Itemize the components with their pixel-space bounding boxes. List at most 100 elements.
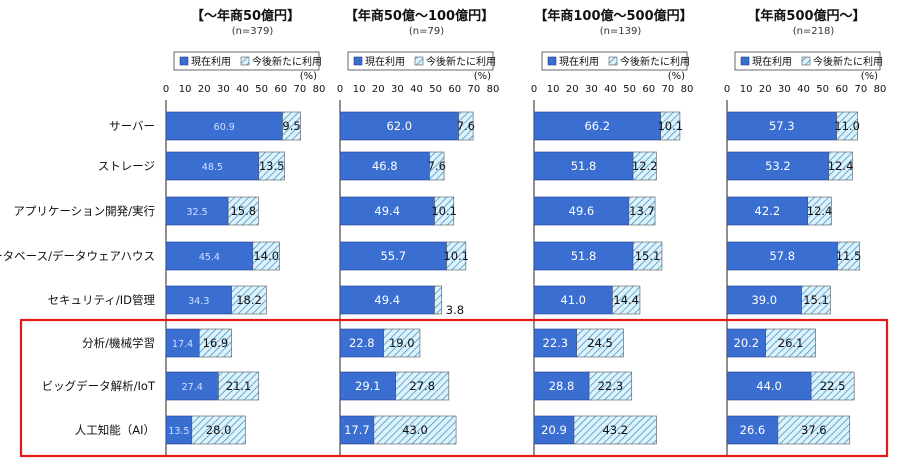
x-tick-label: 40 bbox=[236, 84, 249, 95]
legend-label-current: 現在利用 bbox=[752, 56, 792, 68]
x-tick-label: 70 bbox=[294, 84, 307, 95]
legend-swatch-current bbox=[179, 56, 189, 66]
data-label-future: 13.7 bbox=[629, 204, 655, 218]
x-tick-label: 50 bbox=[429, 84, 442, 95]
axis-unit-label: (%) bbox=[861, 71, 878, 82]
data-label-current: 66.2 bbox=[584, 119, 610, 133]
data-label-future: 24.5 bbox=[587, 336, 613, 350]
data-label-current: 49.4 bbox=[374, 293, 400, 307]
bar-future bbox=[777, 415, 851, 445]
legend-swatch-future bbox=[608, 56, 618, 66]
category-label: サーバー bbox=[109, 119, 155, 133]
x-tick-label: 0 bbox=[531, 84, 537, 95]
data-label-current: 60.9 bbox=[214, 122, 235, 133]
data-label-current: 17.7 bbox=[344, 423, 370, 437]
data-label-future: 9.5 bbox=[282, 119, 300, 133]
x-tick-label: 10 bbox=[179, 84, 192, 95]
data-label-future: 15.1 bbox=[635, 249, 661, 263]
legend-label-future: 今後新たに利用 bbox=[620, 55, 690, 68]
legend-label-current: 現在利用 bbox=[191, 56, 231, 68]
panel-n-label: (n=139) bbox=[600, 26, 642, 37]
data-label-current: 62.0 bbox=[386, 119, 412, 133]
bar-current bbox=[726, 328, 766, 358]
data-label-current: 41.0 bbox=[560, 293, 586, 307]
data-label-current: 44.0 bbox=[756, 379, 782, 393]
data-label-current: 46.8 bbox=[372, 159, 398, 173]
bar-future bbox=[612, 285, 641, 315]
data-label-future: 12.4 bbox=[828, 159, 854, 173]
bar-current bbox=[726, 371, 812, 401]
legend-swatch-current bbox=[547, 56, 557, 66]
bar-current bbox=[339, 241, 447, 271]
bar-future bbox=[429, 151, 445, 181]
axis-unit-label: (%) bbox=[668, 71, 685, 82]
data-label-future: 11.0 bbox=[834, 119, 860, 133]
data-label-future: 27.8 bbox=[409, 379, 435, 393]
x-tick-label: 0 bbox=[337, 84, 343, 95]
x-tick-label: 10 bbox=[740, 84, 753, 95]
bar-future bbox=[446, 241, 467, 271]
bar-current bbox=[339, 196, 435, 226]
x-tick-label: 80 bbox=[681, 84, 694, 95]
x-tick-label: 60 bbox=[448, 84, 461, 95]
data-label-future: 7.6 bbox=[457, 119, 475, 133]
legend-label-future: 今後新たに利用 bbox=[252, 55, 322, 68]
data-label-future: 16.9 bbox=[203, 336, 229, 350]
data-label-future: 13.5 bbox=[259, 159, 285, 173]
data-label-future: 15.8 bbox=[230, 204, 256, 218]
highlight-box bbox=[19, 318, 889, 458]
data-label-current: 28.8 bbox=[549, 379, 575, 393]
bar-current bbox=[165, 415, 193, 445]
bar-future bbox=[628, 196, 656, 226]
data-label-current: 29.1 bbox=[355, 379, 381, 393]
x-tick-label: 60 bbox=[642, 84, 655, 95]
data-label-future: 15.1 bbox=[803, 293, 829, 307]
data-label-current: 34.3 bbox=[188, 296, 209, 307]
panel-title: 【年商50億～100億円】 bbox=[345, 8, 494, 24]
bar-future bbox=[632, 151, 657, 181]
panel-title: 【～年商50億円】 bbox=[191, 8, 300, 24]
bar-future bbox=[807, 196, 832, 226]
bar-future bbox=[810, 371, 855, 401]
x-tick-label: 50 bbox=[816, 84, 829, 95]
bar-current bbox=[339, 285, 435, 315]
bar-current bbox=[533, 151, 634, 181]
data-label-current: 49.4 bbox=[374, 204, 400, 218]
x-tick-label: 0 bbox=[163, 84, 169, 95]
bar-future bbox=[765, 328, 816, 358]
bar-current bbox=[533, 371, 590, 401]
bar-current bbox=[726, 285, 802, 315]
x-tick-label: 40 bbox=[797, 84, 810, 95]
bar-future bbox=[660, 111, 681, 141]
x-tick-label: 20 bbox=[198, 84, 211, 95]
panel-n-label: (n=218) bbox=[793, 26, 835, 37]
x-tick-label: 0 bbox=[724, 84, 730, 95]
bar-future bbox=[801, 285, 831, 315]
data-label-current: 22.8 bbox=[349, 336, 375, 350]
data-label-future: 19.0 bbox=[389, 336, 415, 350]
data-label-current: 39.0 bbox=[751, 293, 777, 307]
bar-future bbox=[588, 371, 633, 401]
panel-title: 【年商500億円～】 bbox=[747, 8, 865, 24]
bar-current bbox=[533, 241, 634, 271]
bar-current bbox=[339, 371, 396, 401]
data-label-future: 7.6 bbox=[428, 159, 446, 173]
data-label-future: 10.1 bbox=[431, 204, 457, 218]
bar-future bbox=[191, 415, 246, 445]
category-label: ストレージ bbox=[98, 159, 155, 173]
data-label-future: 43.2 bbox=[602, 423, 628, 437]
bar-future bbox=[632, 241, 663, 271]
data-label-future: 22.5 bbox=[820, 379, 846, 393]
x-tick-label: 80 bbox=[874, 84, 887, 95]
x-tick-label: 80 bbox=[487, 84, 500, 95]
bar-current bbox=[533, 196, 630, 226]
bar-current bbox=[533, 285, 613, 315]
data-label-current: 42.2 bbox=[755, 204, 781, 218]
bar-current bbox=[726, 241, 838, 271]
bar-current bbox=[339, 151, 430, 181]
x-tick-label: 60 bbox=[835, 84, 848, 95]
legend-swatch-current bbox=[740, 56, 750, 66]
data-label-current: 57.3 bbox=[769, 119, 795, 133]
axis-unit-label: (%) bbox=[300, 71, 317, 82]
bar-future bbox=[434, 285, 443, 315]
